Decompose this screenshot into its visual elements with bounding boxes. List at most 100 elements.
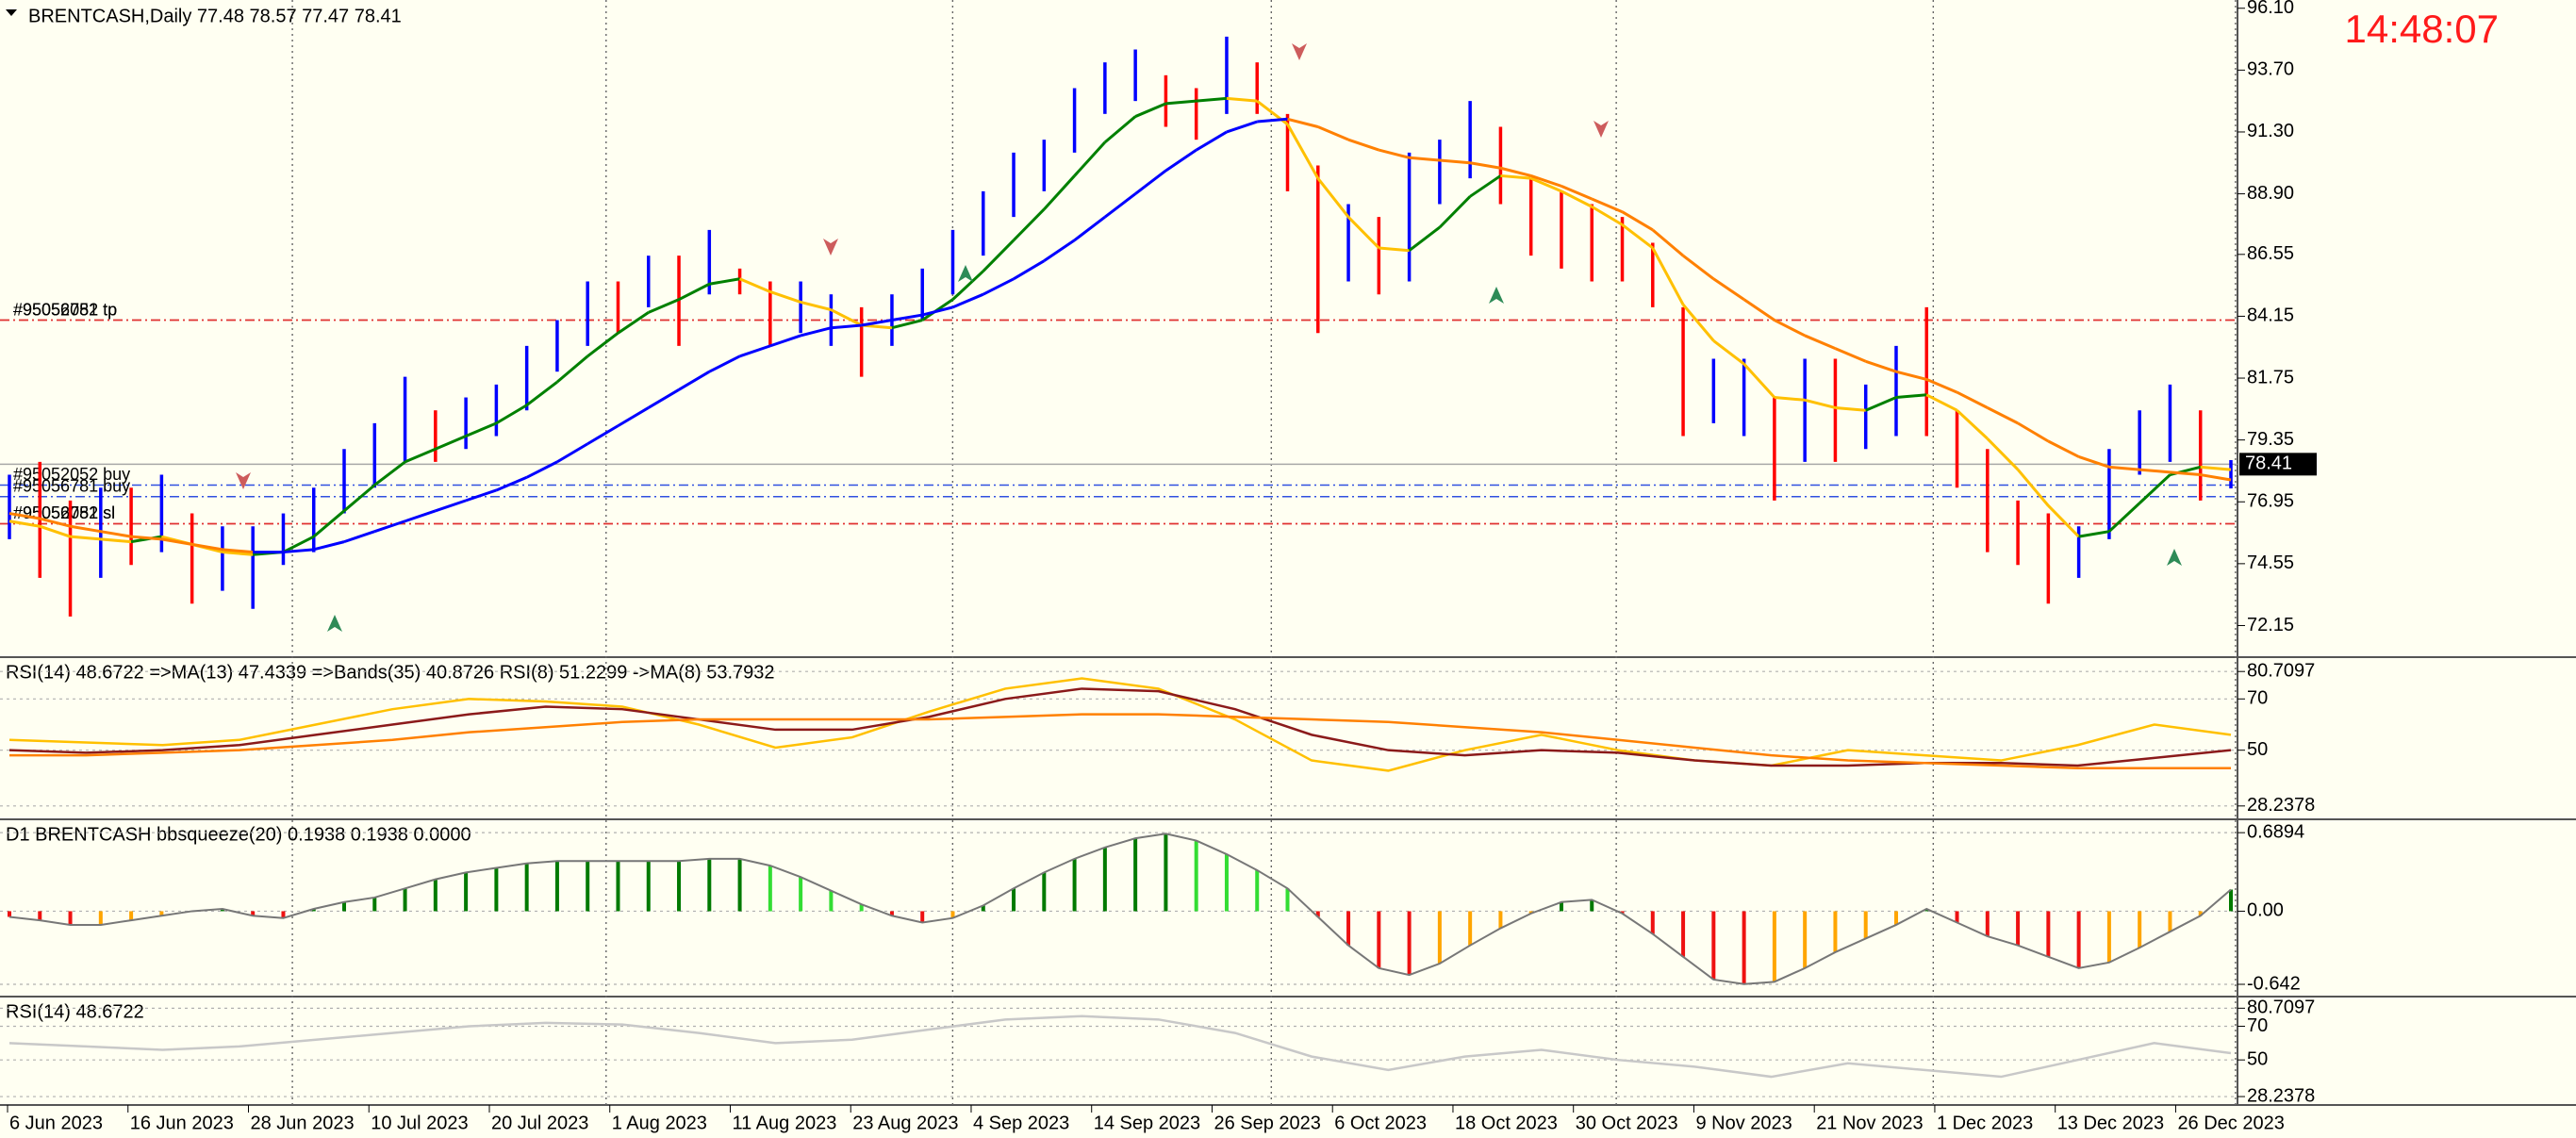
moving-average xyxy=(831,323,862,330)
x-tick-label: 21 Nov 2023 xyxy=(1816,1113,1923,1133)
moving-average xyxy=(648,298,680,314)
moving-average xyxy=(1834,347,1867,363)
x-tick-label: 1 Dec 2023 xyxy=(1937,1113,2033,1133)
moving-average xyxy=(1317,125,1349,141)
moving-average xyxy=(1013,259,1046,281)
moving-average xyxy=(1742,362,1776,399)
moving-average xyxy=(1378,148,1410,159)
moving-average xyxy=(1835,405,1866,412)
moving-average xyxy=(1073,215,1106,241)
y-tick-label: 96.10 xyxy=(2247,0,2294,18)
histogram-outline xyxy=(8,833,2232,985)
y-tick-label: 28.2378 xyxy=(2247,1085,2315,1106)
moving-average xyxy=(951,292,984,309)
moving-average xyxy=(2200,465,2232,471)
x-tick-label: 26 Dec 2023 xyxy=(2177,1113,2284,1133)
moving-average xyxy=(1195,130,1228,152)
moving-average xyxy=(222,548,254,554)
moving-average xyxy=(1408,225,1441,252)
sell-signal-arrow xyxy=(236,472,251,489)
moving-average xyxy=(738,277,771,293)
moving-average xyxy=(2017,421,2050,443)
y-tick-label: 28.2378 xyxy=(2247,795,2315,816)
y-tick-label: 84.15 xyxy=(2247,305,2294,326)
moving-average xyxy=(1712,277,1745,301)
y-tick-label: 70 xyxy=(2247,688,2268,709)
moving-average xyxy=(373,520,406,534)
moving-average xyxy=(1287,117,1319,128)
sell-signal-arrow xyxy=(823,239,838,256)
moving-average xyxy=(1500,166,1532,177)
moving-average xyxy=(982,239,1016,272)
moving-average xyxy=(8,520,41,528)
moving-average xyxy=(678,370,711,391)
moving-average xyxy=(1286,124,1320,179)
moving-average xyxy=(951,270,984,301)
moving-average xyxy=(8,512,41,520)
moving-average xyxy=(1134,169,1167,195)
moving-average xyxy=(435,435,467,451)
moving-average xyxy=(1804,334,1837,350)
moving-average xyxy=(404,447,437,464)
moving-average xyxy=(1409,156,1441,162)
moving-average xyxy=(555,355,589,384)
moving-average xyxy=(983,277,1015,296)
moving-average xyxy=(1651,228,1685,257)
y-tick-label: -0.642 xyxy=(2247,973,2301,994)
moving-average xyxy=(2078,530,2110,538)
moving-average xyxy=(586,332,619,357)
order-label: #95056781 tp xyxy=(13,300,117,319)
current-price-tag xyxy=(2239,453,2317,476)
moving-average xyxy=(2047,504,2080,538)
moving-average xyxy=(2108,465,2140,471)
moving-average xyxy=(1257,117,1288,124)
moving-average xyxy=(1134,102,1166,118)
x-tick-label: 14 Sep 2023 xyxy=(1094,1113,1200,1133)
moving-average xyxy=(1346,216,1380,250)
moving-average xyxy=(100,537,132,544)
moving-average xyxy=(191,542,223,552)
moving-average xyxy=(2078,454,2110,469)
y-tick-label: 81.75 xyxy=(2247,367,2294,388)
order-label: #95052052 buy xyxy=(13,465,130,484)
moving-average xyxy=(921,305,953,317)
moving-average xyxy=(2170,470,2201,477)
moving-average xyxy=(1226,120,1258,134)
moving-average xyxy=(1621,223,1654,250)
moving-average xyxy=(1165,99,1197,106)
x-tick-label: 23 Aug 2023 xyxy=(852,1113,958,1133)
sell-signal-arrow xyxy=(1292,43,1307,60)
moving-average xyxy=(1164,148,1197,173)
moving-average xyxy=(1043,239,1076,262)
moving-average xyxy=(2016,469,2050,507)
moving-average xyxy=(1895,370,1927,381)
x-tick-label: 13 Dec 2023 xyxy=(2057,1113,2164,1133)
moving-average xyxy=(1103,192,1137,219)
moving-average xyxy=(1986,437,2020,471)
moving-average xyxy=(435,499,467,513)
moving-average xyxy=(130,535,162,541)
current-price-label: 78.41 xyxy=(2245,454,2292,474)
moving-average xyxy=(891,313,923,322)
order-label: #95056781 buy xyxy=(13,477,130,496)
moving-average xyxy=(525,380,558,406)
moving-average xyxy=(1987,406,2019,425)
moving-average xyxy=(1865,396,1897,412)
moving-average xyxy=(1804,398,1836,409)
moving-average xyxy=(1956,390,1989,409)
buy-signal-arrow xyxy=(958,265,973,282)
clock: 14:48:07 xyxy=(2345,7,2500,51)
menu-arrow[interactable] xyxy=(6,9,17,16)
moving-average xyxy=(1316,177,1350,219)
moving-average xyxy=(1500,173,1531,180)
moving-average xyxy=(312,509,345,538)
moving-average xyxy=(1591,205,1624,226)
moving-average xyxy=(343,530,375,544)
moving-average xyxy=(617,406,650,427)
moving-average xyxy=(678,282,710,301)
moving-average xyxy=(1469,161,1501,170)
moving-average xyxy=(161,537,192,546)
moving-average xyxy=(2138,473,2171,504)
moving-average xyxy=(1226,96,1258,103)
y-tick-label: 91.30 xyxy=(2247,121,2294,141)
